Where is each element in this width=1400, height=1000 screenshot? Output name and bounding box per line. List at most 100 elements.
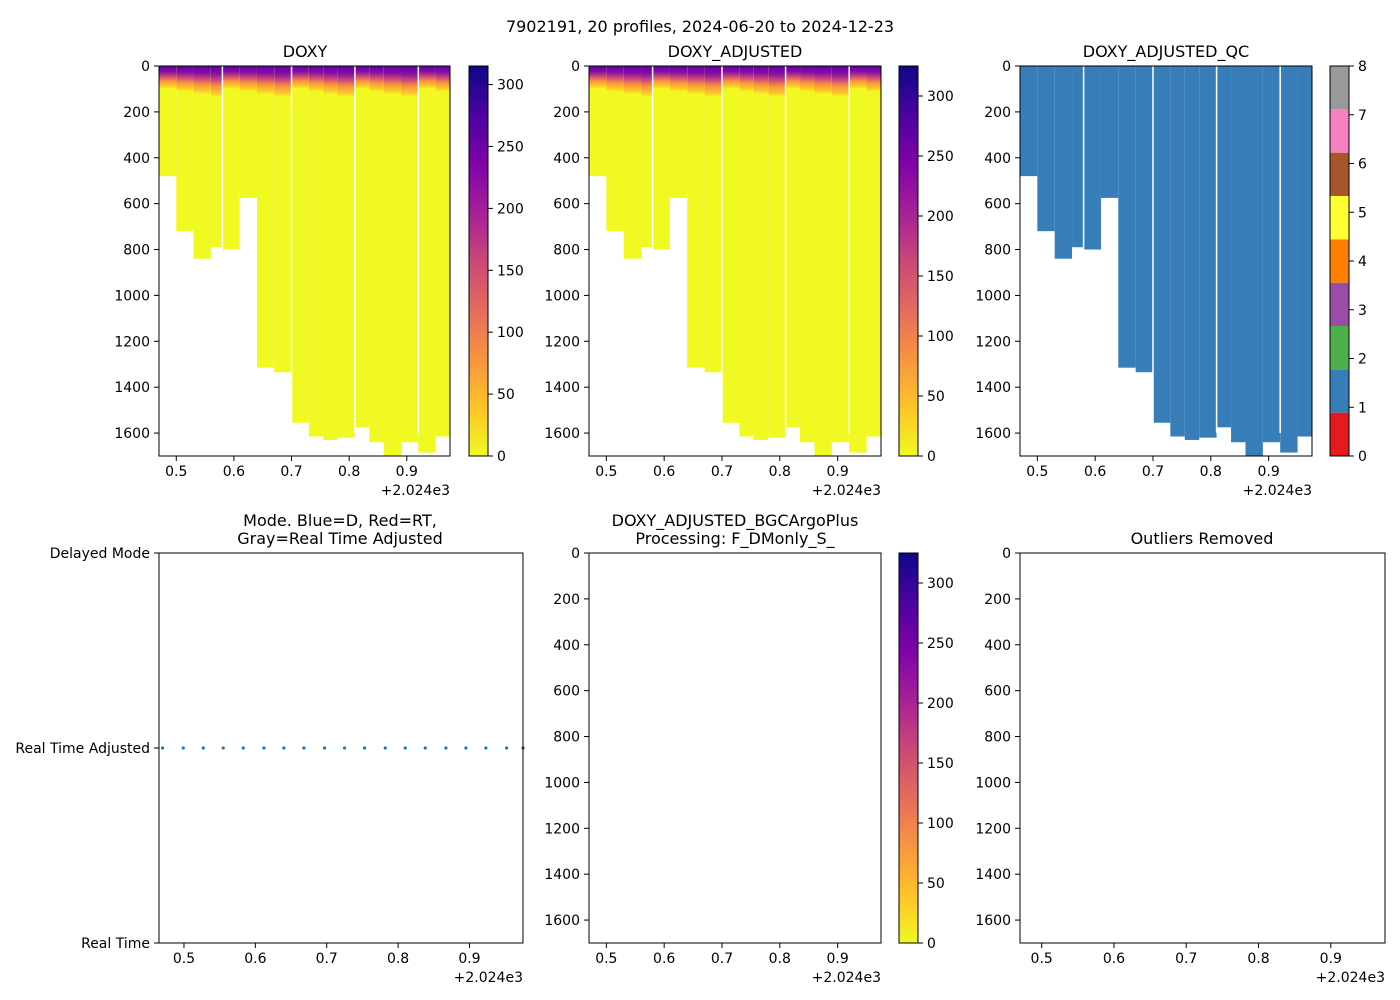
profile-surface-layer — [814, 66, 832, 95]
y-tick-label: 600 — [553, 684, 580, 700]
y-tick-label: 1400 — [114, 380, 150, 396]
profile-column — [1262, 66, 1281, 443]
profile-column — [866, 66, 881, 437]
y-tick-label: 800 — [984, 243, 1011, 259]
colorbar-tick-label: 250 — [927, 636, 954, 652]
y-tick-label: 1200 — [544, 821, 580, 837]
profile-surface-layer — [369, 66, 384, 92]
plot-frame — [158, 552, 524, 944]
colorbar-segment — [1330, 66, 1349, 110]
mode-point — [484, 746, 488, 750]
y-tick-label: 1200 — [975, 334, 1011, 350]
profile-surface-layer — [354, 66, 370, 89]
mode-point — [464, 746, 468, 750]
y-tick-label: 1200 — [975, 821, 1011, 837]
y-tick-label: 200 — [984, 592, 1011, 608]
plot-frame — [1019, 65, 1313, 457]
colorbar-tick-label: 150 — [927, 269, 954, 285]
x-tick-label: 0.9 — [396, 464, 418, 480]
plot-area: 0.5 0.6 0.7 0.8 0.9 +2.024e3 0 200 400 600 800 1000… — [114, 59, 451, 499]
panel-outliers: Outliers Removed 0.5 0.6 0.7 0.8 0.9 +2.024e3… — [975, 529, 1386, 986]
colorbar-tick-label: 4 — [1358, 254, 1367, 270]
y-tick-label: 1600 — [975, 426, 1011, 442]
mode-point — [403, 746, 407, 750]
profile-column — [1231, 66, 1246, 443]
y-tick-label: 1000 — [114, 288, 150, 304]
colorbar-segment — [1330, 412, 1349, 456]
y-tick-label: 600 — [984, 684, 1011, 700]
plot-area: 0.5 0.6 0.7 0.8 0.9 +2.024e3 0 200 400 600 800 1000… — [544, 546, 882, 986]
x-tick-label: 0.5 — [165, 464, 187, 480]
profile-column — [1152, 66, 1171, 423]
profile-surface-layer — [435, 66, 450, 92]
colorbar-tick-label: 6 — [1358, 157, 1367, 173]
mode-point — [282, 746, 286, 750]
y-tick-label: 1400 — [975, 380, 1011, 396]
profile-column — [256, 66, 275, 368]
colorbar-tick-label: 200 — [927, 209, 954, 225]
colorbar-tick-label: 5 — [1358, 205, 1367, 221]
x-tick-label: 0.8 — [387, 951, 409, 967]
x-tick-label: 0.6 — [244, 951, 266, 967]
mode-point — [444, 746, 448, 750]
profile-column — [1020, 66, 1038, 177]
colorbar-segment — [1330, 152, 1349, 196]
profile-surface-layer — [239, 66, 257, 92]
x-tick-label: 0.6 — [653, 951, 675, 967]
colorbar-frame — [898, 552, 919, 944]
colorbar: 0 50 100 150 200 250 300 — [468, 65, 524, 465]
colorbar-tick-label: 250 — [927, 149, 954, 165]
profile-column — [274, 66, 292, 373]
y-tick-label: 1200 — [114, 334, 150, 350]
colorbar-tick-label: 100 — [927, 329, 954, 345]
plot-frame — [158, 65, 451, 457]
profile-surface-layer — [669, 66, 688, 92]
profile-column — [1118, 66, 1136, 368]
y-tick-label: 200 — [984, 105, 1011, 121]
profile-column — [800, 66, 815, 443]
colorbar-tick-label: 0 — [927, 449, 936, 465]
colorbar-segment — [1330, 326, 1349, 370]
profile-column — [1170, 66, 1185, 437]
x-tick-label: 0.6 — [223, 464, 245, 480]
profile-surface-layer — [159, 66, 177, 89]
profile-surface-layer — [606, 66, 624, 92]
colorbar-tick-label: 250 — [497, 139, 524, 155]
mode-point — [322, 746, 327, 750]
profile-surface-layer — [831, 66, 850, 98]
y-tick-label: 1400 — [544, 380, 580, 396]
profile-column — [1054, 66, 1073, 259]
panel-bgcargoplus: DOXY_ADJUSTED_BGCArgoPlus Processing: F_… — [544, 511, 953, 986]
profile-column — [369, 66, 384, 443]
y-tick-label: 1000 — [975, 775, 1011, 791]
y-tick-label: 1200 — [544, 334, 580, 350]
y-tick-label: 400 — [123, 151, 150, 167]
colorbar-gradient — [469, 66, 488, 456]
panel-mode: Mode. Blue=D, Red=RT, Gray=Real Time Adj… — [15, 511, 525, 986]
mode-point — [504, 746, 509, 750]
profile-surface-layer — [383, 66, 402, 95]
x-tick-label: 0.8 — [769, 464, 791, 480]
colorbar-tick-label: 1 — [1358, 400, 1367, 416]
mode-point — [160, 746, 165, 750]
mode-point — [383, 746, 387, 750]
profile-column — [814, 66, 832, 456]
profile-column — [768, 66, 786, 438]
plot-area: 0.5 0.6 0.7 0.8 0.9 +2.024e3 0 200 400 600 800 1000… — [975, 546, 1386, 986]
mode-point — [262, 746, 266, 750]
profile-column — [176, 66, 194, 232]
x-tick-label: 0.7 — [316, 951, 338, 967]
profile-column — [308, 66, 324, 437]
y-category-label: Delayed Mode — [50, 546, 150, 562]
colorbar-tick-label: 50 — [927, 389, 945, 405]
x-tick-label: 0.9 — [1320, 951, 1342, 967]
x-tick-label: 0.7 — [280, 464, 302, 480]
colorbar-tick-label: 300 — [497, 78, 524, 94]
profile-column — [704, 66, 722, 373]
profile-surface-layer — [337, 66, 355, 98]
y-tick-label: 0 — [571, 546, 580, 562]
panel-title: Outliers Removed — [1131, 529, 1274, 548]
panel-doxy: DOXY 0.5 0.6 0.7 0.8 0.9 +2.024e3 0 200 400 600 80… — [114, 42, 523, 499]
x-tick-label: 0.8 — [1247, 951, 1269, 967]
profile-surface-layer — [768, 66, 786, 98]
